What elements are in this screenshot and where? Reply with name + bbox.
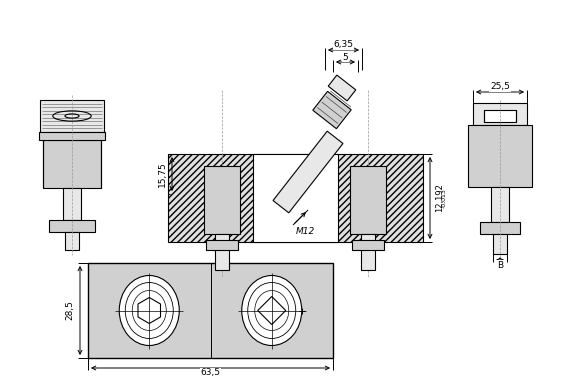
Polygon shape [206, 240, 238, 250]
Polygon shape [253, 154, 338, 242]
Polygon shape [352, 240, 384, 250]
Polygon shape [493, 234, 507, 254]
Polygon shape [273, 131, 343, 213]
Text: 15,75: 15,75 [158, 161, 166, 187]
Polygon shape [138, 298, 161, 323]
Polygon shape [361, 234, 375, 270]
Polygon shape [43, 140, 101, 188]
Text: M12: M12 [296, 228, 315, 236]
Polygon shape [215, 234, 229, 270]
Polygon shape [168, 154, 423, 242]
Polygon shape [484, 110, 516, 122]
Polygon shape [39, 132, 105, 140]
Polygon shape [313, 91, 351, 129]
Text: 5: 5 [343, 52, 349, 62]
Text: 12,192: 12,192 [435, 184, 444, 212]
Polygon shape [473, 103, 527, 125]
Polygon shape [40, 100, 104, 132]
Text: 28,5: 28,5 [66, 301, 74, 320]
Polygon shape [204, 166, 240, 234]
Polygon shape [63, 188, 81, 220]
Polygon shape [65, 232, 79, 250]
Polygon shape [491, 187, 509, 222]
Polygon shape [350, 166, 386, 234]
Polygon shape [258, 296, 286, 325]
Polygon shape [480, 222, 520, 234]
Text: -0,013: -0,013 [441, 188, 446, 208]
Text: 6,35: 6,35 [333, 41, 353, 49]
Polygon shape [49, 220, 95, 232]
Polygon shape [328, 75, 356, 101]
Polygon shape [88, 263, 333, 358]
Text: 63,5: 63,5 [201, 369, 221, 377]
Ellipse shape [119, 276, 179, 345]
Ellipse shape [242, 276, 301, 345]
Text: B: B [497, 261, 503, 269]
Text: 25,5: 25,5 [490, 82, 510, 92]
Polygon shape [468, 125, 532, 187]
